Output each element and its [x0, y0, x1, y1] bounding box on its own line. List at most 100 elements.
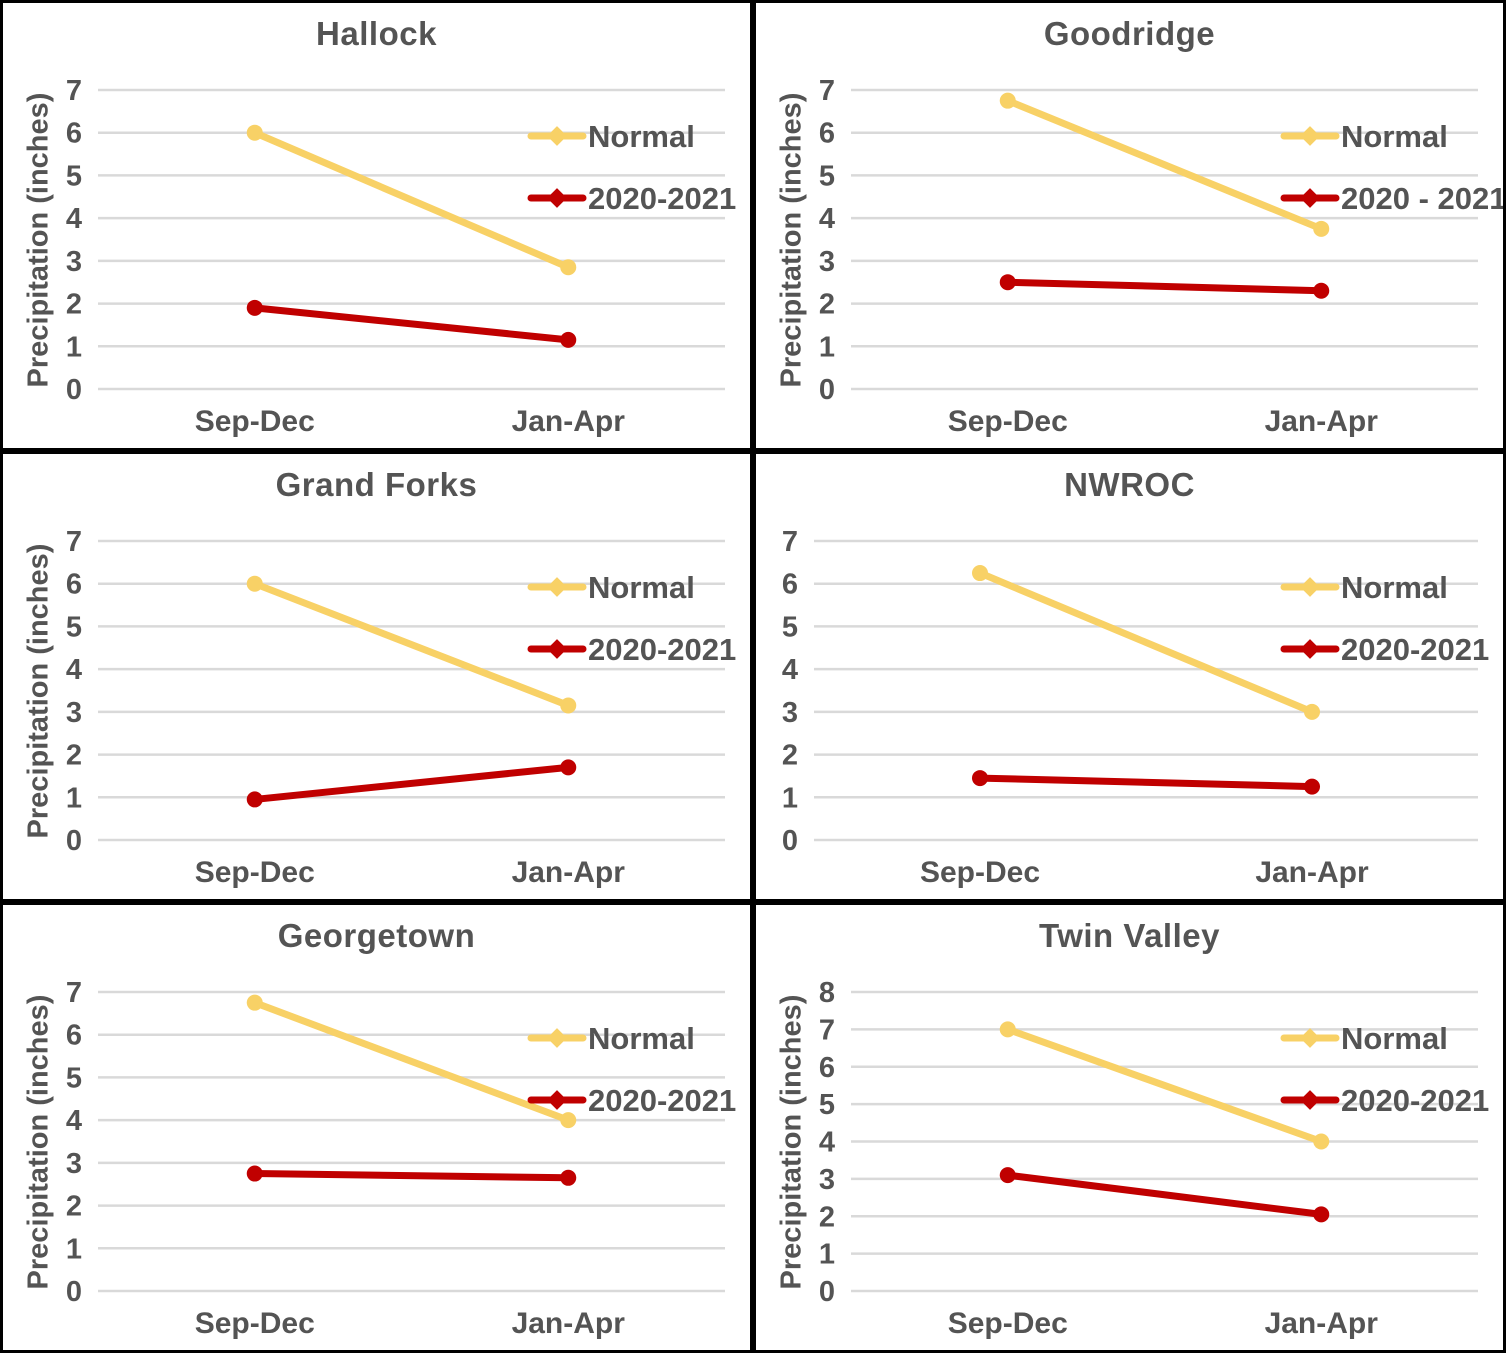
y-tick-label: 1	[66, 782, 82, 814]
legend-marker-2020-2021	[547, 1090, 567, 1110]
legend-marker-normal	[1300, 1028, 1320, 1048]
chart-plot-area: 0 1 2 3 4 5 6 7 Sep-Dec Jan-Apr Normal 2020 - 2021	[819, 75, 1503, 438]
x-tick-label: Sep-Dec	[948, 1307, 1068, 1340]
y-tick-label: 3	[819, 1164, 835, 1196]
legend-label-normal: Normal	[588, 119, 695, 154]
chart-plot-area: 0 1 2 3 4 5 6 7 Sep-Dec Jan-Apr Normal 2020-2021	[66, 75, 736, 438]
legend-marker-2020-2021	[547, 639, 567, 659]
x-tick-label: Sep-Dec	[948, 405, 1068, 438]
data-point-marker-normal	[999, 1021, 1016, 1038]
y-tick-label: 6	[819, 1052, 835, 1084]
data-point-marker-normal	[246, 124, 263, 141]
y-tick-label: 0	[782, 825, 798, 857]
data-point-marker-normal	[560, 259, 577, 276]
chart-title: Hallock	[316, 15, 437, 52]
y-tick-label: 1	[66, 1233, 82, 1265]
chart-panel-twin-valley: Twin Valley Precipitation (inches) 0 1 2 3 4 5 6…	[753, 902, 1506, 1353]
y-tick-label: 1	[66, 331, 82, 363]
data-point-marker-normal	[999, 92, 1016, 109]
legend-label-normal: Normal	[588, 570, 695, 605]
y-tick-label: 2	[66, 289, 82, 321]
legend-marker-2020-2021	[1300, 639, 1320, 659]
y-tick-label: 2	[66, 740, 82, 772]
legend-label-normal: Normal	[588, 1021, 695, 1056]
y-tick-label: 4	[66, 654, 82, 686]
chart-title: Grand Forks	[275, 466, 478, 503]
y-tick-label: 7	[819, 75, 835, 107]
series-line-normal	[251, 129, 572, 271]
x-tick-label: Jan-Apr	[1255, 856, 1369, 889]
y-tick-label: 3	[66, 697, 82, 729]
y-tick-label: 5	[819, 160, 835, 192]
data-point-marker-2020-2021	[560, 1169, 577, 1186]
y-tick-label: 4	[782, 654, 798, 686]
series-line-2020-2021	[1004, 278, 1325, 295]
data-point-marker-normal	[1313, 1133, 1330, 1150]
legend-label-2020-2021: 2020-2021	[588, 1083, 736, 1118]
y-tick-label: 5	[66, 1062, 82, 1094]
y-tick-label: 3	[782, 697, 798, 729]
chart-panel-goodridge: Goodridge Precipitation (inches) 0 1 2 3 4 5 6 7 S…	[753, 0, 1506, 451]
x-tick-label: Jan-Apr	[1265, 405, 1379, 438]
x-tick-label: Sep-Dec	[195, 405, 315, 438]
data-point-marker-normal	[560, 1112, 577, 1129]
y-tick-label: 7	[66, 526, 82, 558]
y-tick-label: 2	[66, 1191, 82, 1223]
y-tick-label: 1	[819, 1239, 835, 1271]
data-point-marker-normal	[1313, 220, 1330, 237]
y-tick-label: 5	[66, 160, 82, 192]
chart-plot-area: 0 1 2 3 4 5 6 7 Sep-Dec Jan-Apr Normal 2020-2021	[66, 977, 736, 1340]
y-tick-label: 3	[819, 246, 835, 278]
x-tick-label: Sep-Dec	[195, 856, 315, 889]
y-tick-label: 4	[66, 1105, 82, 1137]
y-tick-label: 2	[819, 1201, 835, 1233]
y-tick-label: 6	[66, 118, 82, 150]
series-line-normal	[251, 580, 572, 709]
series-line-2020-2021	[251, 763, 572, 803]
legend-label-normal: Normal	[1341, 119, 1448, 154]
x-tick-label: Jan-Apr	[512, 856, 626, 889]
y-tick-label: 1	[782, 782, 798, 814]
data-point-marker-2020-2021	[1304, 778, 1320, 795]
x-tick-label: Jan-Apr	[1265, 1307, 1379, 1340]
legend-marker-2020-2021	[1300, 188, 1320, 208]
legend-marker-normal	[547, 126, 567, 146]
y-tick-label: 0	[66, 825, 82, 857]
y-tick-label: 3	[66, 1148, 82, 1180]
y-tick-label: 4	[66, 203, 82, 235]
chart-title: Goodridge	[1043, 15, 1216, 52]
x-tick-label: Jan-Apr	[512, 1307, 626, 1340]
y-tick-label: 5	[66, 611, 82, 643]
y-tick-label: 3	[66, 246, 82, 278]
series-line-normal	[976, 569, 1316, 716]
legend-marker-normal	[1300, 577, 1320, 597]
data-point-marker-normal	[560, 697, 577, 714]
y-tick-label: 7	[782, 526, 798, 558]
chart-panel-grand-forks: Grand Forks Precipitation (inches) 0 1 2 3 4 5 6…	[0, 451, 753, 902]
y-tick-label: 0	[819, 1276, 835, 1308]
legend-label-normal: Normal	[1341, 570, 1448, 605]
chart-panel-hallock: Hallock Precipitation (inches) 0 1 2 3 4 5 6 7 Sep…	[0, 0, 753, 451]
chart-plot-area: 0 1 2 3 4 5 6 7 8 Sep-Dec Jan-Apr Normal 2020-2021	[819, 977, 1489, 1340]
legend-marker-2020-2021	[1300, 1090, 1320, 1110]
y-tick-label: 2	[782, 740, 798, 772]
y-tick-label: 5	[819, 1089, 835, 1121]
chart-panel-nwroc: NWROC 0 1 2 3 4 5 6 7 Sep-Dec Jan-Apr Normal 2020-20…	[753, 451, 1506, 902]
chart-title: Georgetown	[277, 917, 476, 954]
y-tick-label: 0	[66, 374, 82, 406]
series-line-normal	[251, 999, 572, 1124]
legend-marker-normal	[1300, 126, 1320, 146]
y-tick-label: 6	[782, 569, 798, 601]
y-tick-label: 2	[819, 289, 835, 321]
series-line-2020-2021	[976, 774, 1316, 791]
y-tick-label: 8	[819, 977, 835, 1009]
y-tick-label: 0	[66, 1276, 82, 1308]
y-tick-label: 7	[66, 75, 82, 107]
legend-label-normal: Normal	[1341, 1021, 1448, 1056]
y-tick-label: 4	[819, 1127, 835, 1159]
y-tick-label: 7	[66, 977, 82, 1009]
y-tick-label: 7	[819, 1014, 835, 1046]
y-tick-label: 0	[819, 374, 835, 406]
series-line-2020-2021	[251, 1170, 572, 1182]
legend-marker-normal	[547, 577, 567, 597]
